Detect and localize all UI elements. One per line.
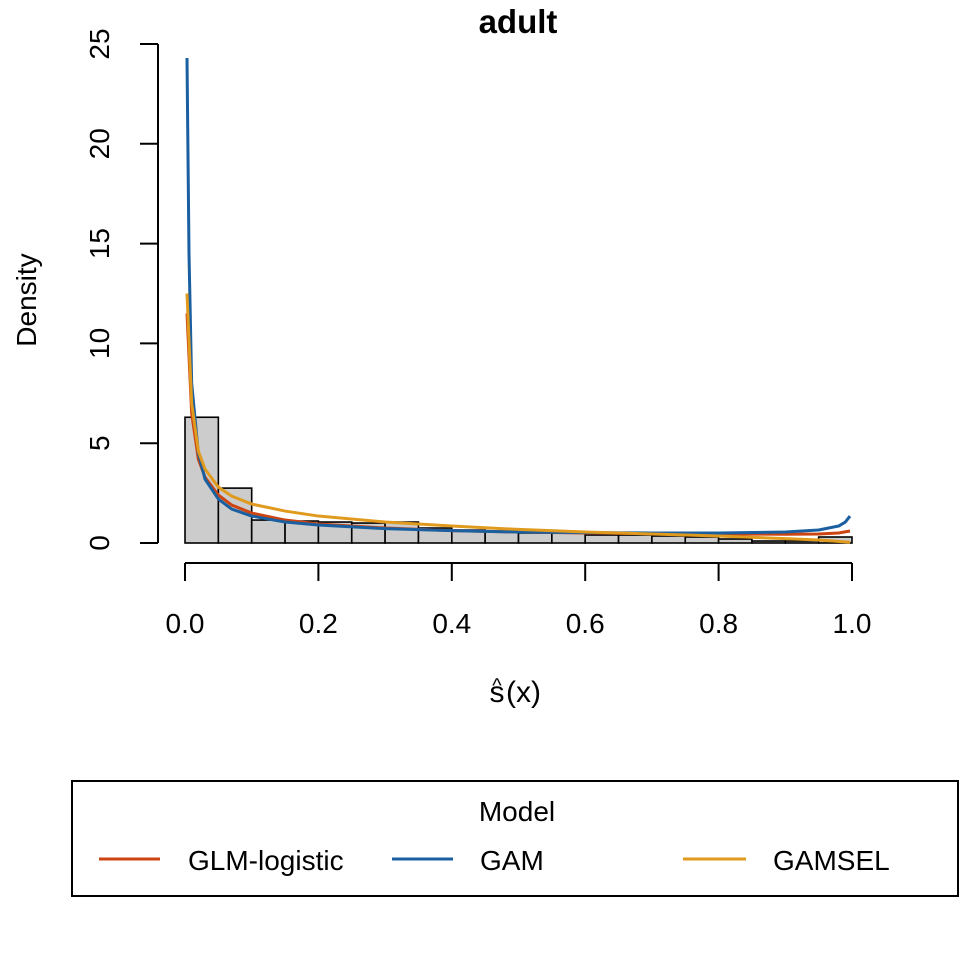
- x-tick-label: 0.0: [166, 608, 205, 639]
- x-tick-label: 0.6: [566, 608, 605, 639]
- y-tick-label: 5: [84, 435, 115, 451]
- x-axis: 0.0 0.2 0.4 0.6 0.8 1.0: [166, 562, 872, 639]
- y-tick-label: 25: [84, 28, 115, 59]
- x-axis-label-hat: ^: [492, 675, 502, 697]
- density-curves: [185, 57, 852, 544]
- legend-label-gamsel: GAMSEL: [773, 845, 890, 876]
- histogram-bar: [651, 535, 687, 544]
- histogram-bar: [551, 532, 586, 544]
- histogram-bar: [717, 538, 753, 544]
- x-axis-label: ^ s (x): [490, 675, 541, 709]
- x-tick-label: 0.8: [699, 608, 738, 639]
- histogram-bar: [751, 540, 787, 544]
- legend-label-gam: GAM: [480, 845, 544, 876]
- legend: Model GLM-logistic GAM GAMSEL: [71, 780, 959, 897]
- histogram-bar: [617, 534, 653, 544]
- histogram-bar: [784, 540, 820, 544]
- curve-gam: [185, 57, 852, 535]
- histogram-bar: [584, 534, 620, 544]
- y-tick-label: 15: [84, 228, 115, 259]
- y-axis: 0 5 10 15 20 25: [84, 28, 159, 551]
- curve-gamsel: [185, 293, 851, 544]
- x-axis-label-rest: (x): [506, 676, 541, 709]
- curve-glm-logistic: [185, 313, 851, 536]
- y-tick-label: 20: [84, 128, 115, 159]
- chart-title: adult: [479, 3, 558, 40]
- legend-title: Model: [479, 796, 555, 827]
- y-tick-label: 10: [84, 328, 115, 359]
- histogram-bar: [250, 519, 286, 544]
- y-axis-label: Density: [11, 253, 42, 346]
- y-tick-label: 0: [84, 535, 115, 551]
- histogram: [184, 416, 853, 544]
- x-tick-label: 0.2: [299, 608, 338, 639]
- legend-label-glm-logistic: GLM-logistic: [188, 845, 344, 876]
- legend-box: [71, 780, 959, 897]
- histogram-bar: [517, 532, 553, 544]
- x-axis-label-base: s: [490, 676, 505, 709]
- x-tick-label: 0.4: [432, 608, 471, 639]
- histogram-bar: [684, 536, 720, 544]
- x-tick-label: 1.0: [833, 608, 872, 639]
